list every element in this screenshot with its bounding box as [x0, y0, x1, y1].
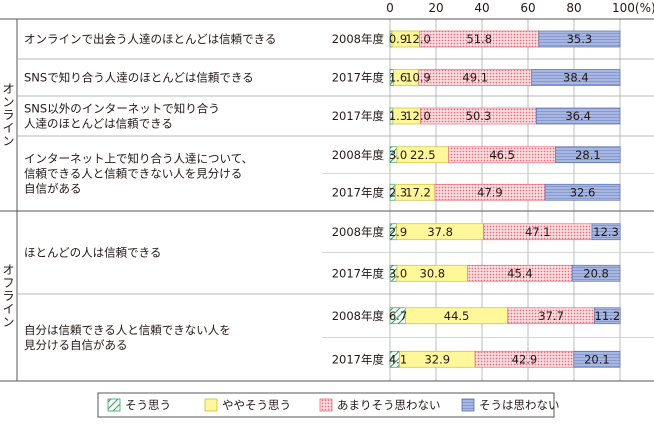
data-label: 4.1 — [389, 352, 407, 366]
category-label-line: 見分ける自信がある — [24, 338, 128, 352]
legend-label: そうは思わない — [479, 398, 560, 412]
category-label-line: SNSで知り合う人達のほとんどは信頼できる — [24, 71, 254, 85]
x-tick-label: 40 — [474, 1, 489, 15]
category-label-line: インターネット上で知り合う人達について、 — [24, 152, 253, 166]
bar-segment-disagree — [571, 264, 621, 282]
bar-segment-disagree — [535, 107, 621, 125]
category-label-line: 自分は信頼できる人と信頼できない人を — [24, 323, 231, 337]
side-label-char: ン — [2, 134, 14, 148]
bar-segment-disagree — [538, 30, 621, 48]
data-label: 46.5 — [489, 148, 515, 162]
year-label: 2017年度 — [332, 352, 385, 366]
legend-label: ややそう思う — [222, 398, 291, 412]
year-label: 2017年度 — [332, 71, 385, 85]
year-label: 2008年度 — [332, 309, 385, 323]
data-label: 32.9 — [424, 352, 450, 366]
data-label: 0.9 — [389, 32, 407, 46]
x-tick-label: 20 — [428, 1, 443, 15]
category-label-line: SNS以外のインターネットで知り合う — [24, 102, 220, 116]
data-label: 20.8 — [583, 266, 609, 280]
side-label-char: ラ — [2, 108, 14, 122]
bar-segment-disagree — [531, 69, 621, 86]
side-label-char: ン — [2, 95, 14, 109]
data-label: 44.5 — [444, 309, 470, 323]
side-label-char: ラ — [2, 289, 14, 303]
data-label: 50.3 — [466, 109, 492, 123]
category-label: ほとんどの人は信頼できる — [24, 246, 161, 260]
side-label-char: イ — [2, 121, 14, 135]
category-label-line: 自信がある — [24, 182, 82, 196]
side-label-char: ン — [2, 315, 14, 329]
category-label: インターネット上で知り合う人達について、信頼できる人と信頼できない人を見分ける自… — [24, 152, 253, 196]
data-label: 51.8 — [466, 32, 492, 46]
data-label: 32.6 — [570, 185, 596, 199]
data-label: 35.3 — [567, 32, 593, 46]
data-label: 37.8 — [427, 225, 453, 239]
data-label: 6.7 — [389, 309, 407, 323]
data-label: 2.9 — [389, 225, 407, 239]
bar-segment-disagree — [555, 146, 621, 164]
x-tick-label: 60 — [520, 1, 535, 15]
data-label: 30.8 — [420, 266, 446, 280]
data-label: 17.2 — [405, 185, 431, 199]
category-label: SNSで知り合う人達のほとんどは信頼できる — [24, 71, 254, 85]
side-label-char: イ — [2, 302, 14, 316]
category-label-line: オンラインで出会う人達のほとんどは信頼できる — [24, 32, 276, 46]
data-label: 12.3 — [593, 225, 619, 239]
data-label: 1.6 — [389, 71, 407, 85]
side-label: オンライン — [2, 82, 14, 148]
year-label: 2017年度 — [332, 266, 385, 280]
x-tick-label: 100(%) — [612, 1, 654, 15]
legend-label: そう思う — [125, 398, 171, 412]
year-label: 2008年度 — [332, 148, 385, 162]
legend-swatch — [107, 398, 121, 412]
bar-segment-disagree — [573, 350, 621, 368]
category-label: 自分は信頼できる人と信頼できない人を見分ける自信がある — [24, 323, 231, 352]
data-label: 42.9 — [512, 352, 538, 366]
bar-segment-disagree — [591, 223, 621, 241]
category-label-line: 信頼できる人と信頼できない人を見分ける — [24, 167, 242, 181]
x-tick-label: 80 — [566, 1, 581, 15]
data-label: 2.3 — [389, 185, 407, 199]
data-label: 47.1 — [525, 225, 551, 239]
data-label: 45.4 — [507, 266, 533, 280]
category-label-line: ほとんどの人は信頼できる — [24, 246, 161, 260]
side-label-char: オ — [2, 82, 14, 96]
data-label: 3.0 — [389, 148, 407, 162]
year-label: 2017年度 — [332, 185, 385, 199]
x-tick-label: 0 — [386, 1, 394, 15]
legend-swatch — [204, 398, 218, 412]
legend-swatch — [461, 398, 475, 412]
data-label: 37.7 — [538, 309, 564, 323]
bar-segment-disagree — [594, 307, 621, 325]
data-label: 1.3 — [389, 109, 407, 123]
side-label-char: フ — [2, 276, 14, 290]
year-label: 2008年度 — [332, 32, 385, 46]
legend-label: あまりそう思わない — [337, 398, 441, 412]
category-label-line: 人達のほとんどは信頼できる — [24, 117, 173, 131]
year-label: 2017年度 — [332, 109, 385, 123]
data-label: 22.5 — [410, 148, 436, 162]
data-label: 20.1 — [584, 352, 610, 366]
side-label-char: オ — [2, 263, 14, 277]
data-label: 10.9 — [405, 71, 431, 85]
data-label: 3.0 — [389, 266, 407, 280]
data-label: 12.0 — [405, 32, 431, 46]
data-label: 47.9 — [477, 185, 503, 199]
year-label: 2008年度 — [332, 225, 385, 239]
data-label: 11.2 — [595, 309, 621, 323]
data-label: 36.4 — [565, 109, 591, 123]
data-label: 12.0 — [405, 109, 431, 123]
data-label: 49.1 — [462, 71, 488, 85]
data-label: 38.4 — [563, 71, 589, 85]
category-label: オンラインで出会う人達のほとんどは信頼できる — [24, 32, 276, 46]
data-label: 28.1 — [575, 148, 601, 162]
category-label: SNS以外のインターネットで知り合う人達のほとんどは信頼できる — [24, 102, 220, 131]
legend-swatch — [319, 398, 333, 412]
bar-segment-disagree — [544, 183, 621, 201]
